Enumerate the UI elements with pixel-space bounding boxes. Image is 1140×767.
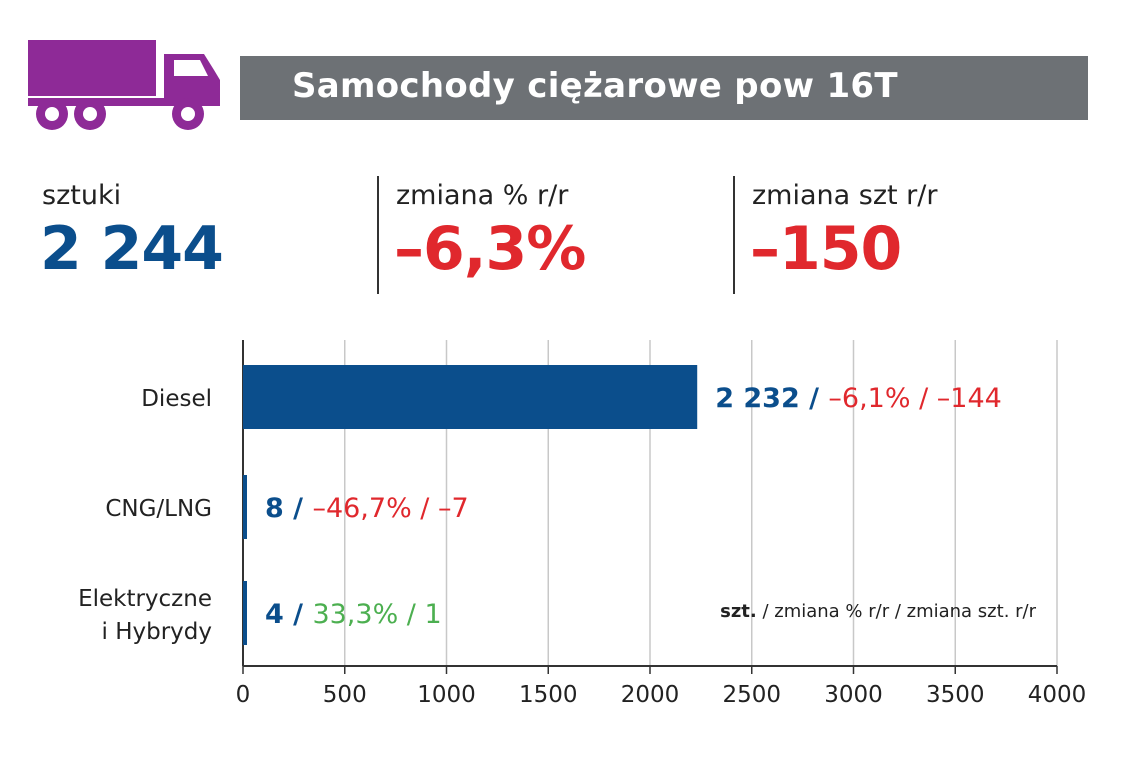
data-label: 8 / –46,7% / –7: [265, 493, 469, 524]
x-tick-label: 2000: [621, 682, 680, 708]
x-tick-label: 500: [323, 682, 367, 708]
legend-note: szt. / zmiana % r/r / zmiana szt. r/r: [720, 601, 1036, 622]
legend-note-bold: szt.: [720, 601, 757, 622]
bar: [243, 365, 698, 429]
data-label-units: 8 /: [265, 493, 312, 524]
x-tick-label: 0: [236, 682, 251, 708]
data-label-changes: –46,7% / –7: [312, 493, 468, 524]
category-label-line: CNG/LNG: [105, 496, 212, 522]
category-label: Elektryczne i Hybrydy: [78, 586, 212, 645]
x-tick-label: 1500: [519, 682, 578, 708]
bar: [243, 475, 247, 539]
bar: [243, 581, 247, 645]
data-label-units: 2 232 /: [715, 383, 828, 414]
category-label: CNG/LNG: [105, 496, 212, 522]
pct-change-value: –6,3%: [394, 214, 586, 284]
category-label-line: Diesel: [141, 386, 212, 412]
x-tick-label: 2500: [722, 682, 781, 708]
unit-change-label: zmiana szt r/r: [752, 180, 938, 211]
divider: [377, 176, 379, 294]
x-tick-label: 3500: [926, 682, 985, 708]
units-label: sztuki: [42, 180, 122, 211]
data-label-changes: –6,1% / –144: [828, 383, 1001, 414]
title-bar: Samochody ciężarowe pow 16T: [240, 56, 1088, 120]
category-label-line: i Hybrydy: [102, 619, 213, 645]
x-tick-label: 3000: [824, 682, 883, 708]
data-label: 4 / 33,3% / 1: [265, 599, 442, 630]
category-label-line: Elektryczne: [78, 586, 212, 612]
x-tick-label: 4000: [1028, 682, 1087, 708]
data-label-changes: 33,3% / 1: [312, 599, 441, 630]
x-tick-label: 1000: [417, 682, 476, 708]
pct-change-label: zmiana % r/r: [396, 180, 569, 211]
category-label: Diesel: [141, 386, 212, 412]
data-label-units: 4 /: [265, 599, 312, 630]
data-label: 2 232 / –6,1% / –144: [715, 383, 1002, 414]
unit-change-value: –150: [750, 214, 902, 284]
truck-icon: [28, 40, 220, 130]
units-value: 2 244: [40, 214, 224, 284]
legend-note-rest: / zmiana % r/r / zmiana szt. r/r: [757, 601, 1037, 622]
chart-title: Samochody ciężarowe pow 16T: [292, 66, 898, 106]
divider: [733, 176, 735, 294]
